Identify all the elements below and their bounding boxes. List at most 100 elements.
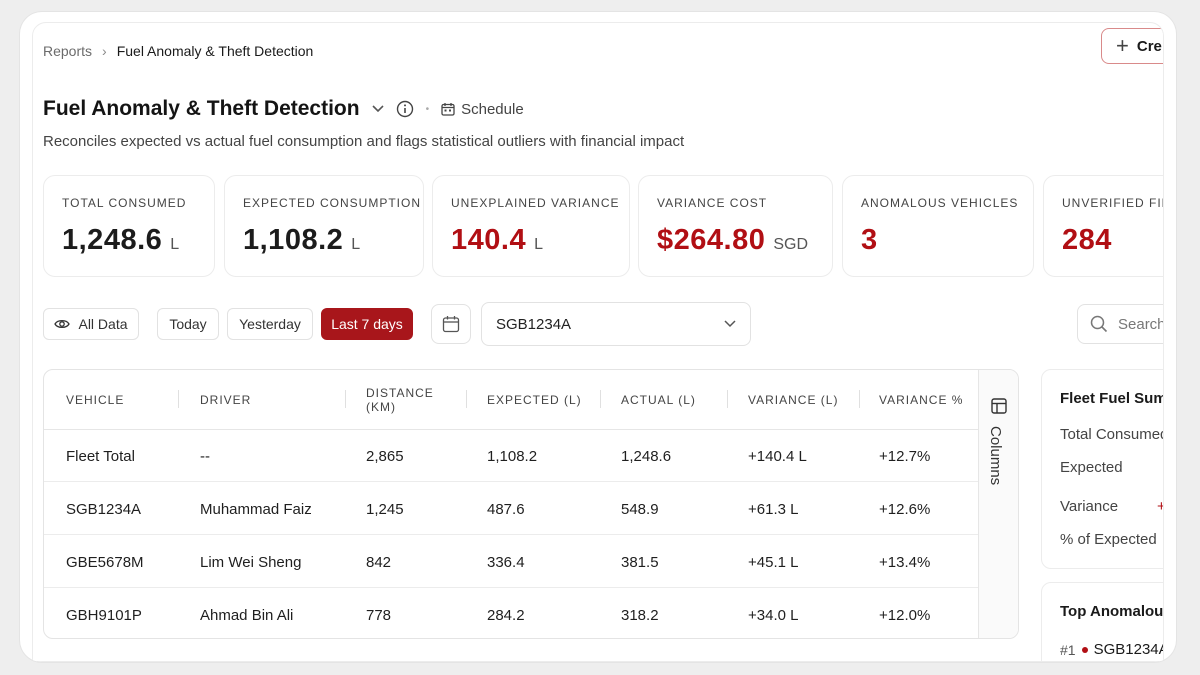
- chevron-right-icon: ›: [102, 43, 107, 59]
- create-button[interactable]: + Cre: [1101, 28, 1163, 64]
- alert-dot-icon: [1081, 646, 1088, 653]
- breadcrumb: Reports › Fuel Anomaly & Theft Detection: [43, 43, 313, 59]
- cell-distance: 1,245: [366, 500, 404, 518]
- all-data-filter-button[interactable]: All Data: [43, 308, 139, 340]
- cell-variance-pct: +13.4%: [879, 553, 931, 571]
- kpi-unit: SGD: [773, 236, 808, 253]
- cell-variance: +61.3 L: [748, 500, 799, 518]
- summary-variance-label: Variance: [1060, 498, 1119, 515]
- column-header-actual[interactable]: ACTUAL (L): [621, 392, 696, 407]
- table-row[interactable]: GBE5678M Lim Wei Sheng 842 336.4 381.5 +…: [44, 536, 978, 588]
- cell-expected: 336.4: [487, 553, 525, 571]
- cell-driver: --: [200, 447, 210, 465]
- table-row-fleet-total[interactable]: Fleet Total -- 2,865 1,108.2 1,248.6 +14…: [44, 430, 978, 482]
- kpi-value: 284: [1062, 224, 1112, 256]
- column-divider: [859, 390, 860, 408]
- column-header-variance[interactable]: VARIANCE (L): [748, 392, 839, 407]
- kpi-card-total-consumed: TOTAL CONSUMED 1,248.6 L: [43, 175, 215, 277]
- table-row[interactable]: SGB1234A Muhammad Faiz 1,245 487.6 548.9…: [44, 483, 978, 535]
- table-row[interactable]: GBH9101P Ahmad Bin Ali 778 284.2 318.2 +…: [44, 589, 978, 638]
- info-icon[interactable]: [396, 100, 414, 118]
- cell-actual: 1,248.6: [621, 447, 672, 465]
- title-row: Fuel Anomaly & Theft Detection • Schedul…: [43, 97, 524, 121]
- kpi-label: ANOMALOUS VEHICLES: [861, 196, 1019, 210]
- summary-pct-expected-label: % of Expected: [1060, 531, 1157, 548]
- kpi-value: 140.4: [451, 224, 527, 256]
- kpi-card-unexplained-variance: UNEXPLAINED VARIANCE 140.4 L: [432, 175, 630, 277]
- table-header: VEHICLE DRIVER DISTANCE (KM) EXPECTED (L…: [44, 370, 978, 430]
- plus-icon: +: [1116, 33, 1129, 58]
- kpi-value: 1,108.2: [243, 224, 344, 256]
- vehicle-select[interactable]: SGB1234A: [481, 302, 751, 346]
- columns-toggle[interactable]: Columns: [978, 370, 1018, 638]
- breadcrumb-current: Fuel Anomaly & Theft Detection: [116, 43, 314, 59]
- kpi-label: VARIANCE COST: [657, 196, 768, 210]
- chevron-down-icon: [724, 320, 736, 328]
- last-7-days-filter-button[interactable]: Last 7 days: [321, 308, 413, 340]
- kpi-unit: L: [170, 236, 180, 253]
- column-divider: [600, 390, 601, 408]
- all-data-label: All Data: [78, 316, 128, 332]
- kpi-card-expected-consumption: EXPECTED CONSUMPTION 1,108.2 L: [224, 175, 424, 277]
- kpi-card-unverified-fills: UNVERIFIED FIL 284: [1043, 175, 1163, 277]
- vehicle-select-value: SGB1234A: [496, 315, 572, 333]
- cell-variance-pct: +12.0%: [879, 606, 931, 624]
- kpi-label: UNEXPLAINED VARIANCE: [451, 196, 620, 210]
- column-divider: [345, 390, 346, 408]
- today-filter-button[interactable]: Today: [157, 308, 219, 340]
- cell-driver: Lim Wei Sheng: [200, 553, 302, 571]
- column-divider: [178, 390, 179, 408]
- cell-vehicle: GBE5678M: [66, 553, 144, 571]
- column-divider: [727, 390, 728, 408]
- cell-distance: 778: [366, 606, 392, 624]
- fuel-variance-table: VEHICLE DRIVER DISTANCE (KM) EXPECTED (L…: [43, 369, 1019, 639]
- cell-distance: 2,865: [366, 447, 404, 465]
- schedule-label: Schedule: [461, 100, 524, 118]
- search-input[interactable]: Search: [1077, 304, 1163, 344]
- app-window: Reports › Fuel Anomaly & Theft Detection…: [20, 12, 1176, 662]
- cell-driver: Ahmad Bin Ali: [200, 606, 294, 624]
- schedule-button[interactable]: Schedule: [441, 101, 524, 118]
- anomalous-rank-item[interactable]: #1 SGB1234A: [1060, 641, 1164, 658]
- calendar-icon: [441, 103, 455, 116]
- column-header-distance[interactable]: DISTANCE (KM): [366, 385, 434, 414]
- cell-distance: 842: [366, 553, 392, 571]
- column-header-driver[interactable]: DRIVER: [200, 392, 252, 407]
- cell-vehicle: GBH9101P: [66, 606, 142, 624]
- table-columns-icon: [991, 398, 1007, 414]
- page-subtitle: Reconciles expected vs actual fuel consu…: [43, 133, 685, 150]
- search-icon: [1090, 315, 1108, 333]
- chevron-down-icon[interactable]: [372, 105, 384, 113]
- cell-variance: +34.0 L: [748, 606, 799, 624]
- cell-variance: +45.1 L: [748, 553, 799, 571]
- yesterday-filter-button[interactable]: Yesterday: [227, 308, 313, 340]
- kpi-card-anomalous-vehicles: ANOMALOUS VEHICLES 3: [842, 175, 1034, 277]
- kpi-card-variance-cost: VARIANCE COST $264.80 SGD: [638, 175, 833, 277]
- column-header-expected[interactable]: EXPECTED (L): [487, 392, 582, 407]
- kpi-label: EXPECTED CONSUMPTION: [243, 196, 422, 210]
- column-divider: [466, 390, 467, 408]
- kpi-label: TOTAL CONSUMED: [62, 196, 187, 210]
- cell-variance-pct: +12.6%: [879, 500, 931, 518]
- column-header-vehicle[interactable]: VEHICLE: [66, 392, 125, 407]
- rank-number: #1: [1060, 641, 1076, 658]
- kpi-value: $264.80: [657, 224, 766, 256]
- cell-vehicle: Fleet Total: [66, 447, 135, 465]
- column-header-variance-pct[interactable]: VARIANCE %: [879, 392, 964, 407]
- columns-toggle-label: Columns: [987, 426, 1004, 486]
- cell-variance-pct: +12.7%: [879, 447, 931, 465]
- kpi-unit: L: [534, 236, 543, 253]
- cell-expected: 284.2: [487, 606, 525, 624]
- cell-expected: 487.6: [487, 500, 525, 518]
- cell-actual: 318.2: [621, 606, 659, 624]
- kpi-value: 1,248.6: [62, 224, 163, 256]
- dot-separator: •: [425, 103, 430, 115]
- cell-actual: 381.5: [621, 553, 659, 571]
- fleet-fuel-summary-card: Fleet Fuel Sum Total Consumed Expected V…: [1041, 369, 1163, 569]
- calendar-icon: [442, 316, 460, 333]
- create-button-label: Cre: [1136, 37, 1162, 55]
- date-picker-button[interactable]: [431, 304, 471, 344]
- rank-vehicle: SGB1234A: [1093, 641, 1164, 658]
- summary-expected-label: Expected: [1060, 459, 1123, 476]
- breadcrumb-reports-link[interactable]: Reports: [43, 43, 93, 59]
